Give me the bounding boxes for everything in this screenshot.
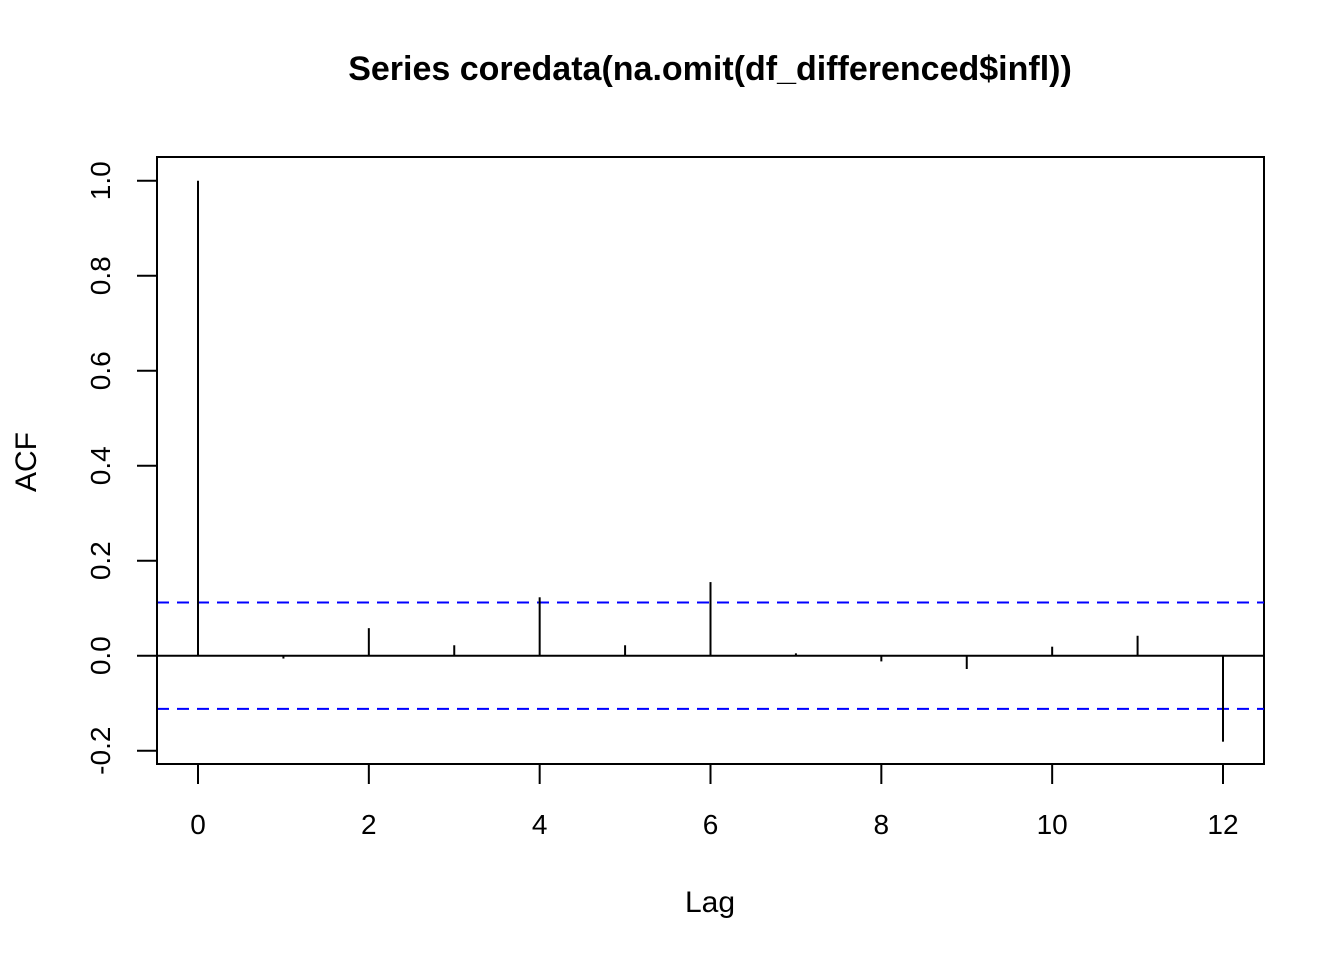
chart-title: Series coredata(na.omit(df_differenced$i… [348,50,1072,88]
x-tick-label-2: 2 [361,809,377,840]
x-tick-label-8: 8 [874,809,890,840]
x-tick-label-6: 6 [703,809,719,840]
acf-spikes [197,180,1224,742]
x-tick-label-10: 10 [1037,809,1068,840]
x-axis: 0 2 4 6 8 10 12 [190,763,1239,840]
y-tick-label-3: 0.4 [85,446,116,485]
y-tick-label-0: -0.2 [85,727,116,775]
x-tick-label-4: 4 [532,809,548,840]
x-tick-label-12: 12 [1207,809,1238,840]
y-tick-label-6: 1.0 [85,161,116,200]
plot-box [156,156,1265,765]
y-axis: -0.2 0.0 0.2 0.4 0.6 0.8 1.0 [85,161,158,775]
y-tick-label-5: 0.8 [85,256,116,295]
y-tick-label-1: 0.0 [85,636,116,675]
y-axis-label: ACF [10,432,43,492]
x-tick-label-0: 0 [190,809,206,840]
x-axis-label: Lag [685,886,735,919]
y-tick-label-4: 0.6 [85,351,116,390]
y-tick-label-2: 0.2 [85,541,116,580]
